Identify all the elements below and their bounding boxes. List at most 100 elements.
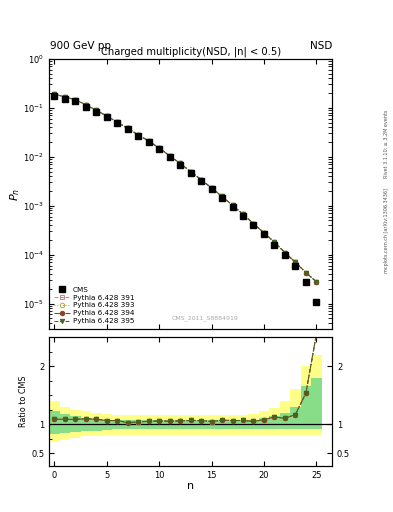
Pythia 6.428 391: [157, 145, 162, 151]
CMS: [146, 139, 151, 145]
Pythia 6.428 391: [188, 168, 193, 175]
Pythia 6.428 393: [241, 211, 245, 217]
Pythia 6.428 393: [136, 132, 141, 138]
Pythia 6.428 395: [83, 101, 88, 108]
CMS: [94, 109, 99, 115]
Pythia 6.428 393: [272, 239, 277, 245]
Pythia 6.428 393: [199, 177, 204, 183]
Pythia 6.428 394: [94, 107, 99, 113]
Text: CMS_2011_S8884919: CMS_2011_S8884919: [171, 315, 238, 321]
Pythia 6.428 394: [283, 249, 287, 255]
Pythia 6.428 393: [230, 202, 235, 208]
Y-axis label: $P_n$: $P_n$: [8, 187, 22, 201]
Pythia 6.428 393: [73, 97, 78, 103]
Pythia 6.428 391: [94, 107, 99, 113]
Pythia 6.428 391: [314, 279, 319, 285]
Pythia 6.428 394: [272, 239, 277, 245]
Pythia 6.428 394: [157, 145, 162, 151]
Pythia 6.428 391: [83, 101, 88, 108]
Pythia 6.428 391: [52, 91, 57, 97]
Pythia 6.428 394: [115, 119, 119, 125]
CMS: [303, 279, 308, 285]
Pythia 6.428 395: [293, 259, 298, 265]
CMS: [125, 126, 130, 132]
Pythia 6.428 395: [209, 185, 214, 191]
Line: Pythia 6.428 391: Pythia 6.428 391: [52, 92, 319, 284]
Pythia 6.428 391: [115, 119, 119, 125]
Pythia 6.428 391: [136, 132, 141, 138]
Pythia 6.428 393: [52, 91, 57, 97]
Pythia 6.428 393: [314, 279, 319, 285]
CMS: [178, 162, 182, 168]
CMS: [52, 93, 57, 99]
X-axis label: n: n: [187, 481, 194, 491]
Line: Pythia 6.428 395: Pythia 6.428 395: [52, 92, 319, 284]
Pythia 6.428 394: [52, 91, 57, 97]
Pythia 6.428 393: [178, 160, 182, 166]
Pythia 6.428 391: [220, 194, 224, 200]
Pythia 6.428 395: [262, 230, 266, 236]
Pythia 6.428 394: [241, 211, 245, 217]
Pythia 6.428 393: [251, 221, 256, 227]
Pythia 6.428 393: [146, 138, 151, 144]
Pythia 6.428 393: [105, 113, 109, 119]
Pythia 6.428 393: [94, 107, 99, 113]
Pythia 6.428 394: [220, 194, 224, 200]
Pythia 6.428 394: [262, 230, 266, 236]
Pythia 6.428 395: [94, 107, 99, 113]
Pythia 6.428 394: [178, 160, 182, 166]
Pythia 6.428 395: [125, 125, 130, 132]
CMS: [115, 120, 119, 126]
Pythia 6.428 395: [146, 138, 151, 144]
Pythia 6.428 391: [241, 211, 245, 217]
Pythia 6.428 393: [262, 230, 266, 236]
Pythia 6.428 394: [136, 132, 141, 138]
Line: Pythia 6.428 394: Pythia 6.428 394: [52, 92, 319, 284]
Y-axis label: Ratio to CMS: Ratio to CMS: [19, 376, 28, 428]
CMS: [262, 231, 266, 238]
Pythia 6.428 395: [115, 119, 119, 125]
Pythia 6.428 394: [146, 138, 151, 144]
Pythia 6.428 391: [199, 177, 204, 183]
CMS: [83, 103, 88, 110]
CMS: [73, 98, 78, 104]
Pythia 6.428 394: [105, 113, 109, 119]
Pythia 6.428 391: [251, 221, 256, 227]
CMS: [314, 298, 319, 305]
Pythia 6.428 395: [167, 153, 172, 159]
Pythia 6.428 391: [178, 160, 182, 166]
Pythia 6.428 391: [62, 94, 67, 100]
Pythia 6.428 394: [314, 279, 319, 285]
Line: CMS: CMS: [51, 93, 319, 304]
Pythia 6.428 394: [62, 94, 67, 100]
Line: Pythia 6.428 393: Pythia 6.428 393: [52, 92, 319, 284]
Pythia 6.428 394: [125, 125, 130, 132]
Pythia 6.428 393: [167, 153, 172, 159]
Pythia 6.428 394: [73, 97, 78, 103]
Pythia 6.428 391: [73, 97, 78, 103]
Pythia 6.428 391: [283, 249, 287, 255]
Pythia 6.428 393: [83, 101, 88, 108]
Text: mcplots.cern.ch [arXiv:1306.3436]: mcplots.cern.ch [arXiv:1306.3436]: [384, 188, 389, 273]
Pythia 6.428 393: [209, 185, 214, 191]
CMS: [293, 263, 298, 269]
Pythia 6.428 391: [303, 269, 308, 275]
Pythia 6.428 391: [293, 259, 298, 265]
CMS: [188, 170, 193, 176]
Pythia 6.428 393: [283, 249, 287, 255]
Pythia 6.428 394: [188, 168, 193, 175]
Pythia 6.428 394: [293, 259, 298, 265]
Pythia 6.428 391: [125, 125, 130, 132]
CMS: [272, 242, 277, 248]
CMS: [62, 95, 67, 101]
CMS: [251, 222, 256, 228]
Pythia 6.428 391: [105, 113, 109, 119]
CMS: [209, 186, 214, 192]
Text: NSD: NSD: [310, 41, 332, 51]
Pythia 6.428 395: [105, 113, 109, 119]
Pythia 6.428 391: [230, 202, 235, 208]
Pythia 6.428 391: [167, 153, 172, 159]
Pythia 6.428 393: [220, 194, 224, 200]
Pythia 6.428 394: [251, 221, 256, 227]
Pythia 6.428 395: [199, 177, 204, 183]
